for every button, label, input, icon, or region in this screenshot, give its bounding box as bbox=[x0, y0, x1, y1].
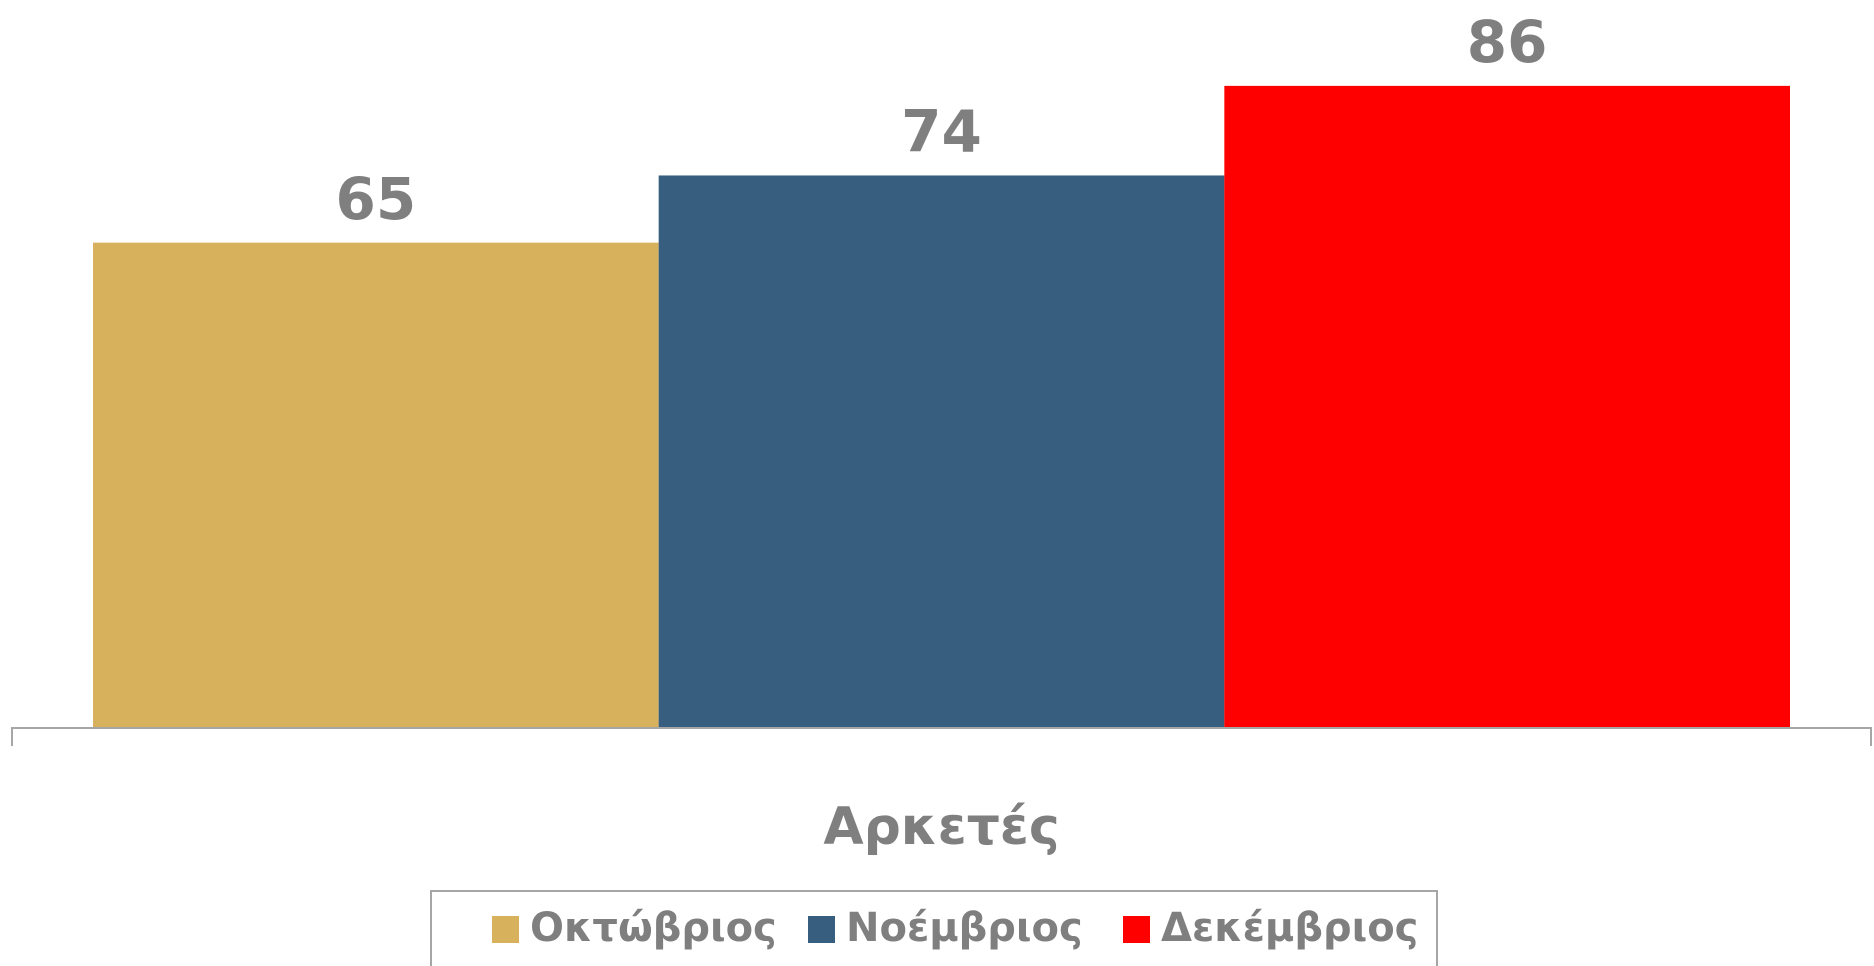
legend-label: Δεκέμβριος bbox=[1161, 905, 1418, 951]
legend-swatch bbox=[492, 916, 519, 943]
x-axis bbox=[11, 727, 1872, 746]
bar bbox=[93, 242, 659, 728]
legend-swatch bbox=[1123, 916, 1150, 943]
x-tick-label: Αρκετές bbox=[823, 797, 1059, 857]
data-label: 74 bbox=[901, 98, 982, 166]
legend-label: Οκτώβριος bbox=[530, 905, 777, 951]
data-label: 65 bbox=[335, 165, 416, 233]
legend-label: Νοέμβριος bbox=[846, 905, 1083, 951]
legend-box bbox=[430, 890, 1438, 966]
bar bbox=[658, 175, 1225, 728]
bar bbox=[1224, 85, 1790, 728]
legend-swatch bbox=[808, 916, 835, 943]
data-label: 86 bbox=[1467, 8, 1548, 76]
